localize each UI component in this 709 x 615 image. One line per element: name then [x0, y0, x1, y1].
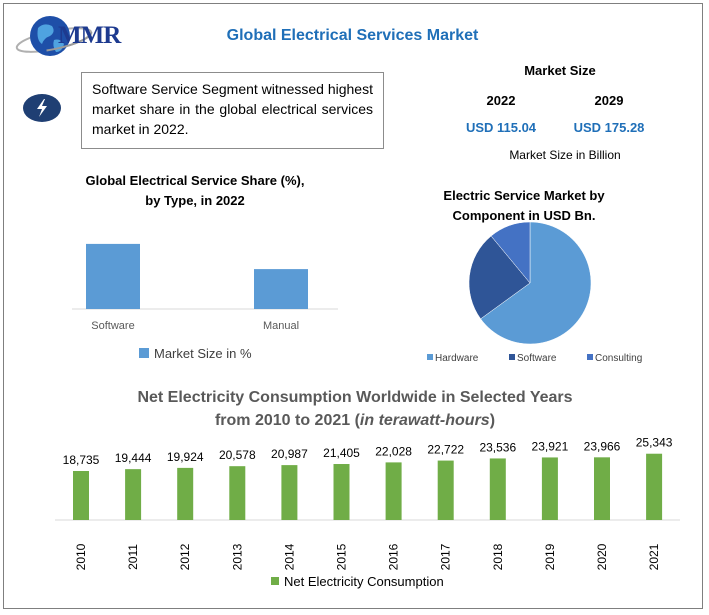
share-legend-label: Market Size in % — [154, 346, 252, 361]
pie-legend-label: Consulting — [595, 353, 642, 364]
consumption-title-prefix: from 2010 to 2021 ( — [214, 412, 360, 429]
consumption-year-label: 2021 — [647, 543, 661, 570]
market-size-value-2022: USD 115.04 — [465, 120, 537, 135]
page-title: Global Electrical Services Market — [226, 27, 479, 44]
consumption-value-label: 21,405 — [323, 446, 360, 460]
logo-text: MMR — [58, 22, 121, 49]
share-chart-title-line2: by Type, in 2022 — [145, 193, 245, 208]
market-size-note: Market Size in Billion — [509, 148, 621, 162]
insight-text-box: Software Service Segment witnessed highe… — [81, 72, 384, 149]
consumption-year-label: 2016 — [387, 543, 401, 570]
consumption-bar-2021 — [646, 453, 663, 520]
consumption-chart-title-line1: Net Electricity Consumption Worldwide in… — [137, 389, 573, 406]
pie-slice-hardware — [480, 221, 592, 345]
pie-slice-consulting — [490, 221, 531, 284]
consumption-year-label: 2013 — [230, 543, 244, 570]
pie-legend-swatch — [587, 354, 593, 360]
infographic-frame — [3, 3, 703, 609]
consumption-year-label: 2017 — [439, 543, 453, 570]
consumption-year-label: 2015 — [335, 543, 349, 570]
pie-chart-title: Electric Service Market by Component in … — [418, 186, 630, 226]
share-chart-title: Global Electrical Service Share (%), by … — [60, 171, 330, 211]
market-size-value-2029: USD 175.28 — [573, 120, 645, 135]
consumption-bar-2010 — [73, 471, 89, 520]
consumption-legend-label: Net Electricity Consumption — [284, 574, 444, 589]
market-size-year-2022: 2022 — [486, 93, 516, 108]
lightning-bolt-icon — [23, 94, 61, 122]
pie-legend-label: Software — [517, 353, 557, 364]
consumption-bar-2020 — [594, 457, 610, 520]
consumption-year-label: 2011 — [126, 544, 140, 570]
consumption-bar-2017 — [437, 460, 454, 520]
share-legend-swatch — [139, 348, 149, 358]
share-bar-software — [86, 243, 140, 309]
consumption-year-label: 2010 — [74, 543, 88, 570]
share-bar-manual — [254, 269, 308, 309]
consumption-value-label: 23,536 — [479, 440, 516, 454]
consumption-value-label: 18,735 — [63, 453, 100, 467]
consumption-bar-2012 — [177, 467, 194, 520]
consumption-title-unit: in terawatt-hours — [359, 412, 490, 429]
pie-legend-swatch — [509, 354, 515, 360]
consumption-value-label: 22,028 — [375, 444, 412, 458]
consumption-value-label: 19,444 — [115, 451, 152, 465]
consumption-chart-title-line2: from 2010 to 2021 (in terawatt-hours) — [110, 409, 600, 432]
mmr-logo — [15, 16, 93, 56]
consumption-value-label: 25,343 — [636, 436, 673, 450]
share-chart-title-line1: Global Electrical Service Share (%), — [85, 173, 305, 188]
pie-chart-title-line2: Component in USD Bn. — [452, 208, 596, 223]
consumption-year-label: 2014 — [282, 543, 296, 570]
pie-slice-software — [468, 235, 531, 320]
consumption-legend-swatch — [271, 577, 279, 585]
consumption-value-label: 19,924 — [167, 450, 204, 464]
consumption-title-close: ) — [489, 412, 496, 429]
consumption-year-label: 2019 — [543, 543, 557, 570]
consumption-bar-2014 — [281, 465, 298, 520]
consumption-bar-2019 — [541, 457, 558, 520]
consumption-value-label: 20,987 — [271, 447, 308, 461]
pie-legend-swatch — [427, 354, 433, 360]
share-category-label: Software — [91, 320, 134, 332]
consumption-year-label: 2012 — [178, 543, 192, 570]
consumption-bar-2018 — [489, 458, 506, 520]
consumption-year-label: 2018 — [491, 543, 505, 570]
consumption-value-label: 23,966 — [584, 439, 621, 453]
consumption-value-label: 23,921 — [532, 439, 569, 453]
consumption-bar-2011 — [125, 469, 142, 520]
share-category-label: Manual — [263, 320, 299, 332]
consumption-value-label: 20,578 — [219, 448, 256, 462]
consumption-year-label: 2020 — [595, 543, 609, 570]
pie-chart-title-line1: Electric Service Market by — [443, 188, 605, 203]
consumption-bar-2015 — [333, 464, 350, 520]
consumption-value-label: 22,722 — [427, 443, 464, 457]
consumption-chart-title: Net Electricity Consumption Worldwide in… — [110, 386, 600, 432]
market-size-year-2029: 2029 — [594, 93, 624, 108]
consumption-bar-2013 — [229, 466, 246, 520]
pie-legend-label: Hardware — [435, 353, 479, 364]
market-size-title: Market Size — [524, 63, 596, 78]
consumption-bar-2016 — [385, 462, 402, 520]
